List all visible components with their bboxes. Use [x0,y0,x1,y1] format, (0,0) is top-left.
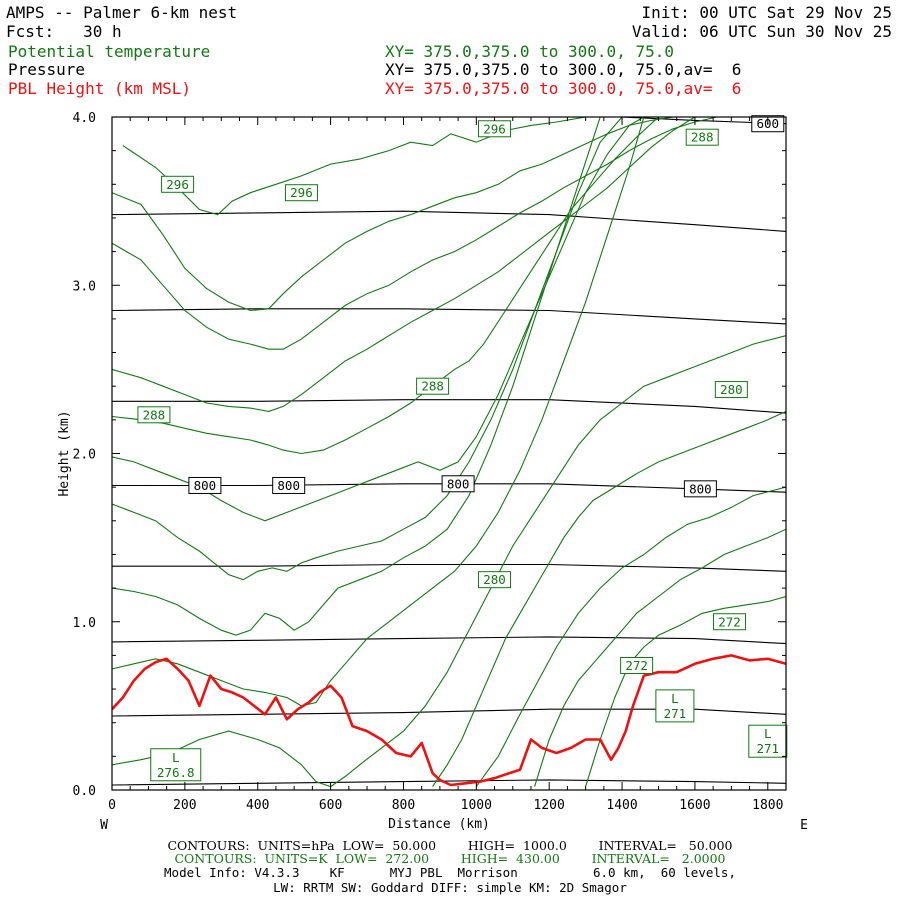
field-xy-pbl: XY= 375.0,375.0 to 300.0, 75.0,av= 6 [385,79,742,98]
plot-border [111,116,787,791]
pressure-label-2: 800 [441,475,475,493]
theta-contour-3 [112,117,696,412]
theta-label-1: 288 [685,128,719,146]
theta-label-9: 272 [620,656,654,674]
svg-text:271: 271 [664,706,687,721]
pressure-contour-8 [610,117,786,125]
footer-physics-info: LW: RRTM SW: Goddard DIFF: simple KM: 2D… [273,880,627,895]
pressure-contour-6 [112,308,786,325]
theta-contour-7 [112,117,601,636]
theta-label-0: 296 [478,120,512,138]
x-tick-label: 1600 [679,798,710,813]
y-axis-label: Height (km) [57,410,72,496]
x-tick-label: 200 [173,798,196,813]
y-tick-label: 3.0 [73,279,96,294]
theta-label-3: 296 [284,184,318,202]
theta-contour-2 [112,117,717,350]
y-tick-label: 0.0 [73,784,96,799]
theta-label-4: 288 [416,377,450,395]
theta-contour-12 [534,528,786,787]
x-tick-label: 1400 [606,798,637,813]
plot-frame [111,116,787,791]
x-tick-label: 400 [246,798,269,813]
svg-text:L: L [764,726,772,741]
contour-labels: 800 800 800 8006002962882962962882882802802… [137,115,788,782]
svg-text:272: 272 [718,614,741,629]
svg-text:271: 271 [756,741,779,756]
theta-contour-8 [112,117,645,707]
theta-contour-1 [112,117,677,312]
theta-contour-11 [475,486,786,787]
footer-model-info: Model Info: V4.3.3 KF MYJ PBL Morrison 6… [164,865,736,880]
svg-text:L: L [671,691,679,706]
theta-contour-0 [122,117,786,216]
y-tick-label: 1.0 [73,616,96,631]
theta-contour-10 [432,410,786,787]
theta-label-2: 296 [161,175,195,193]
svg-text:288: 288 [421,379,444,394]
svg-text:280: 280 [483,572,506,587]
svg-text:276.8: 276.8 [157,765,195,780]
svg-text:L: L [172,750,180,765]
y-tick-label: 2.0 [73,448,96,463]
svg-text:296: 296 [290,185,313,200]
svg-text:800: 800 [277,478,300,493]
pbl-height-line [112,654,786,787]
svg-text:800: 800 [689,481,712,496]
pressure-contour-5 [112,399,786,414]
pressure-label-1: 800 [272,476,306,494]
model-title: AMPS -- Palmer 6-km nest [6,3,238,22]
init-time: Init: 00 UTC Sat 29 Nov 25 [641,3,892,22]
footer-pressure-contours: CONTOURS: UNITS=hPa LOW= 50.000 HIGH= 10… [167,838,733,853]
forecast-hour: Fcst: 30 h [6,22,122,41]
x-tick-label: 1000 [461,798,492,813]
svg-text:296: 296 [483,121,506,136]
field-name-pbl: PBL Height (km MSL) [8,79,192,98]
footer-theta-contours: CONTOURS: UNITS=K LOW= 272.00 HIGH= 430.… [174,851,726,866]
svg-text:288: 288 [143,407,166,422]
theta-contours [112,117,786,788]
theta-contour-6 [112,117,623,581]
field-name-theta: Potential temperature [8,42,211,61]
svg-text:272: 272 [625,658,648,673]
pressure-contour-1 [112,708,786,717]
svg-text:280: 280 [720,382,743,397]
x-tick-label: 600 [319,798,342,813]
svg-text:296: 296 [166,177,189,192]
theta-contour-13 [585,595,786,787]
field-name-pressure: Pressure [8,60,86,79]
x-axis-label: Distance (km) [388,817,490,832]
direction-west-label: W [100,818,108,833]
pbl-series [112,654,786,787]
valid-time: Valid: 06 UTC Sun 30 Nov 25 [631,22,892,41]
field-xy-pressure: XY= 375.0,375.0 to 300.0, 75.0,av= 6 [385,60,742,79]
x-tick-label: 800 [392,798,415,813]
x-tick-label: 1800 [752,798,783,813]
theta-label-5: 288 [137,406,171,424]
theta-label-7: 280 [478,571,512,589]
pressure-label-3: 800 [683,480,717,498]
x-tick-label: 0 [108,798,116,813]
theta-label-8: 272 [713,613,747,631]
direction-east-label: E [800,818,808,833]
x-tick-label: 1200 [534,798,565,813]
theta-contour-9 [112,335,786,788]
pressure-contour-7 [112,210,786,232]
axes: 0 200 400 600 800 1000 1200 1400 1600 1800 0.0 1.0 2… [57,111,808,833]
y-tick-label: 4.0 [73,111,96,126]
pressure-contour-2 [112,636,786,645]
svg-text:800: 800 [194,478,217,493]
theta-contour-4 [112,117,659,455]
field-xy-theta: XY= 375.0,375.0 to 300.0, 75.0 [385,42,674,61]
pressure-contour-3 [112,563,786,572]
svg-text:800: 800 [447,476,470,491]
pressure-label-0: 800 [188,476,222,494]
theta-label-6: 280 [714,381,748,399]
svg-text:288: 288 [691,130,714,145]
